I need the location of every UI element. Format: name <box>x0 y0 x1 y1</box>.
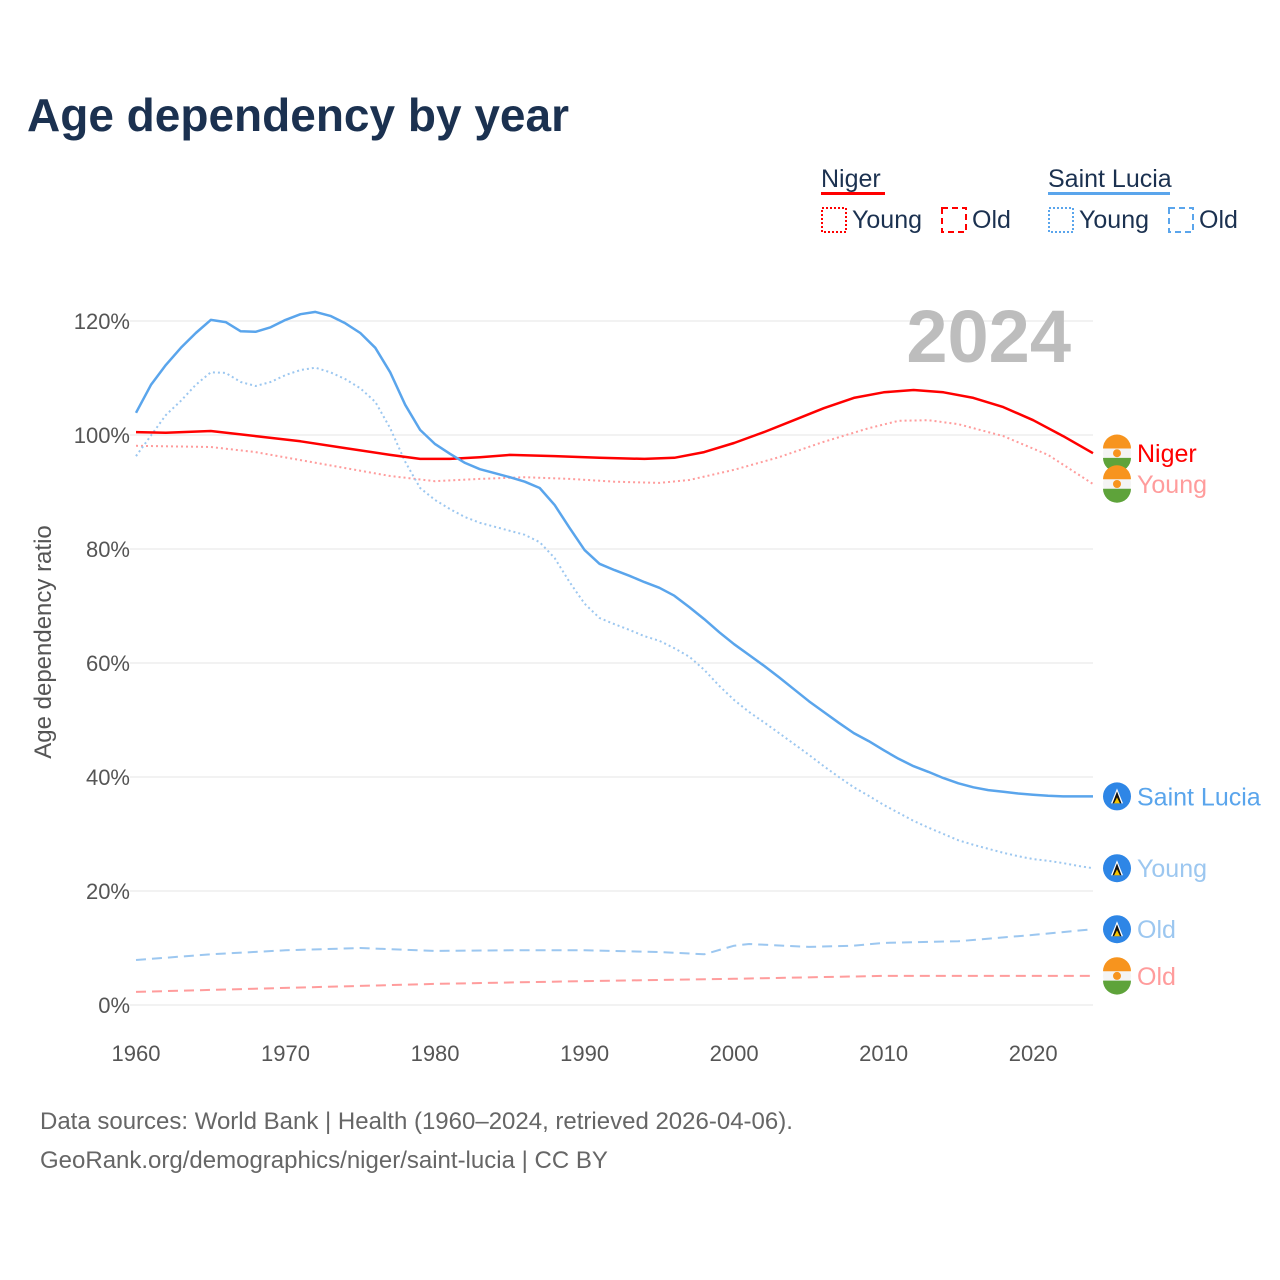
legend-niger-old-label: Old <box>972 206 1011 234</box>
grid: 0% 20% 40% 60% 80% 100% 120% 1960 1970 1980 1990 20… <box>74 309 1093 1066</box>
legend-group-niger[interactable]: Niger Young Old <box>821 165 1011 234</box>
x-tick-label: 2020 <box>1009 1041 1058 1066</box>
flag-sun <box>1113 971 1121 980</box>
y-tick-label: 0% <box>98 993 130 1018</box>
saint-lucia-flag-icon <box>1103 782 1131 811</box>
legend-saint-lucia-young-label: Young <box>1079 206 1149 234</box>
x-tick-label: 1980 <box>411 1041 460 1066</box>
legend-saint-lucia-underline <box>1048 192 1170 195</box>
end-label-niger: Niger <box>1103 434 1197 472</box>
saint-lucia-flag-icon <box>1103 915 1131 944</box>
y-tick-label: 100% <box>74 423 130 448</box>
year-badge: 2024 <box>906 295 1071 378</box>
niger-flag-icon <box>1103 465 1131 503</box>
flag-sun <box>1113 449 1121 458</box>
flag-green-stripe <box>1103 488 1131 503</box>
y-tick-label: 20% <box>86 879 130 904</box>
y-tick-label: 120% <box>74 309 130 334</box>
saint-lucia-flag-icon <box>1103 854 1131 883</box>
chart-title: Age dependency by year <box>27 89 569 141</box>
series-line-saint-lucia <box>134 310 1093 798</box>
series-line-niger-young <box>135 419 1094 485</box>
x-tick-label: 2000 <box>710 1041 759 1066</box>
series-line-niger-old <box>135 974 1093 993</box>
end-label-text: Old <box>1137 963 1176 991</box>
footer-link[interactable]: GeoRank.org/demographics/niger/saint-luc… <box>40 1147 608 1174</box>
legend: Niger Young Old Saint Lucia Young Old <box>821 165 1238 234</box>
y-tick-label: 60% <box>86 651 130 676</box>
end-label-saint-lucia-young: Young <box>1103 854 1207 883</box>
end-label-niger-young: Young <box>1103 465 1207 503</box>
end-label-text: Old <box>1137 916 1176 944</box>
x-tick-label: 2010 <box>859 1041 908 1066</box>
legend-niger-old-swatch <box>941 207 967 233</box>
legend-niger-young-label: Young <box>852 206 922 234</box>
series-line-saint-lucia-old <box>135 928 1094 961</box>
x-tick-label: 1990 <box>560 1041 609 1066</box>
legend-saint-lucia-title: Saint Lucia <box>1048 165 1172 193</box>
end-labels: Saint Lucia Young Old Niger Young Old <box>1103 434 1261 995</box>
footer-sources: Data sources: World Bank | Health (1960–… <box>40 1108 793 1135</box>
end-label-text: Young <box>1137 855 1207 883</box>
legend-group-saint-lucia[interactable]: Saint Lucia Young Old <box>1048 165 1238 234</box>
end-label-text: Saint Lucia <box>1137 783 1261 811</box>
legend-saint-lucia-old-label: Old <box>1199 206 1238 234</box>
legend-niger-young-swatch <box>821 207 847 233</box>
series-line-niger <box>135 388 1094 461</box>
flag-triangle-yellow <box>1114 797 1120 804</box>
end-label-saint-lucia-old: Old <box>1103 915 1176 944</box>
y-tick-label: 80% <box>86 537 130 562</box>
end-label-niger-old: Old <box>1103 957 1176 995</box>
x-tick-label: 1970 <box>261 1041 310 1066</box>
flag-green-stripe <box>1103 980 1131 995</box>
x-tick-label: 1960 <box>112 1041 161 1066</box>
flag-triangle-yellow <box>1114 869 1120 876</box>
legend-niger-underline <box>821 192 885 195</box>
flag-triangle-yellow <box>1114 930 1120 937</box>
series-line-saint-lucia-young <box>135 366 1094 870</box>
flag-orange-stripe <box>1103 465 1131 480</box>
end-label-text: Young <box>1137 471 1207 499</box>
y-tick-label: 40% <box>86 765 130 790</box>
end-label-text: Niger <box>1137 440 1197 468</box>
flag-orange-stripe <box>1103 957 1131 972</box>
niger-flag-icon <box>1103 957 1131 995</box>
legend-niger-title: Niger <box>821 165 881 193</box>
niger-flag-icon <box>1103 434 1131 472</box>
end-label-saint-lucia: Saint Lucia <box>1103 782 1261 811</box>
flag-orange-stripe <box>1103 434 1131 449</box>
y-axis-label: Age dependency ratio <box>30 525 57 759</box>
line-chart: Niger Young Old Saint Lucia Young Old 0%… <box>30 165 1261 1066</box>
legend-saint-lucia-young-swatch <box>1048 207 1074 233</box>
flag-sun <box>1113 480 1121 488</box>
series-layer <box>134 310 1094 993</box>
legend-saint-lucia-old-swatch <box>1168 207 1194 233</box>
